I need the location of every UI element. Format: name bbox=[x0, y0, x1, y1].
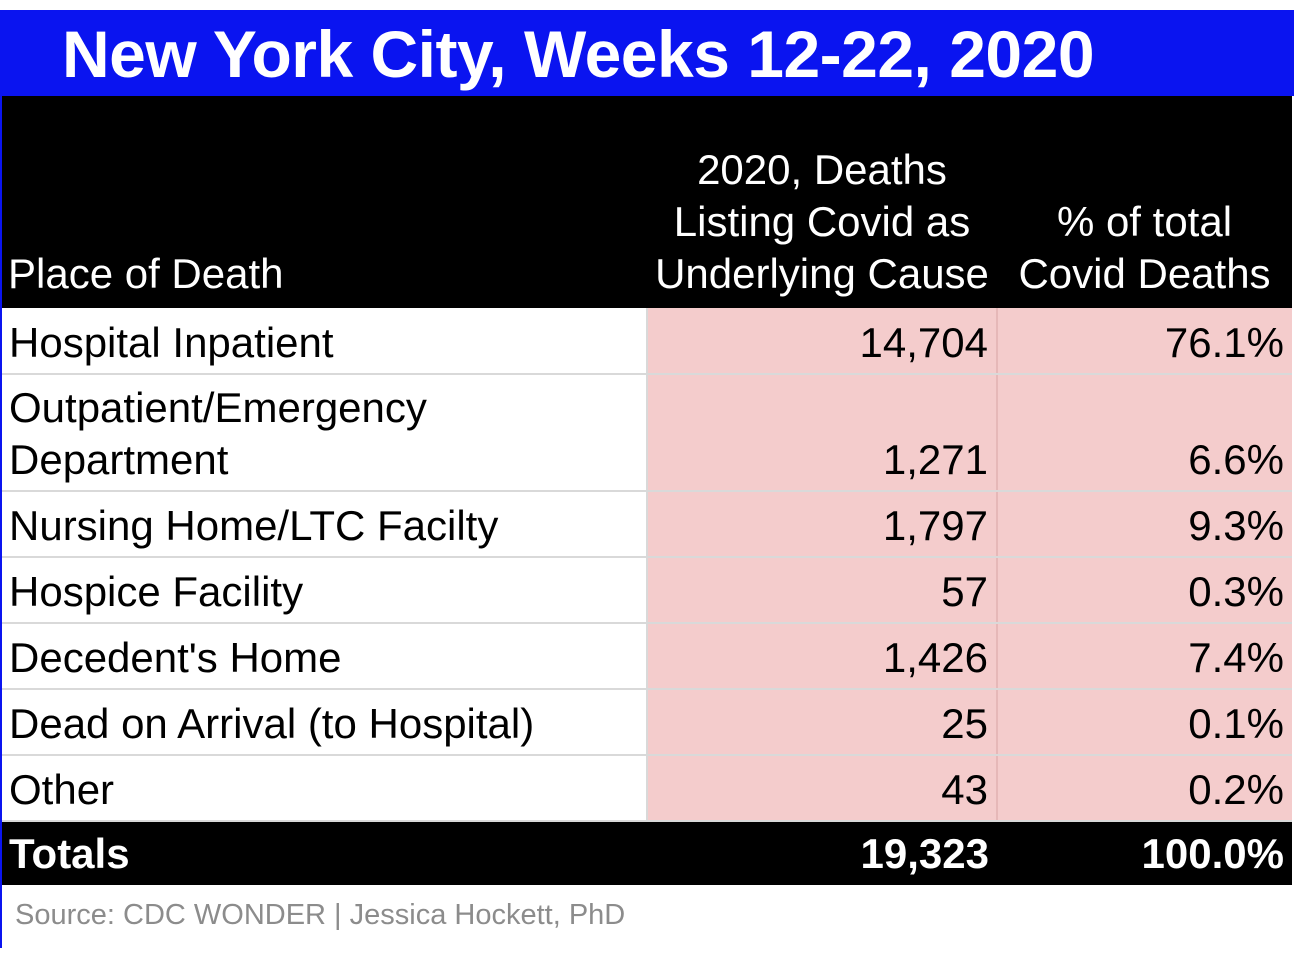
row-label: Decedent's Home bbox=[2, 623, 648, 690]
row-label: Hospice Facility bbox=[2, 557, 648, 624]
totals-percent: 100.0% bbox=[997, 821, 1292, 885]
header-deaths-line-3: Underlying Cause bbox=[655, 250, 989, 297]
row-label-line-1: Outpatient/Emergency bbox=[9, 384, 427, 431]
header-deaths: 2020, Deaths Listing Covid as Underlying… bbox=[647, 96, 997, 308]
data-table: Place of Death 2020, Deaths Listing Covi… bbox=[2, 96, 1292, 885]
row-deaths: 1,426 bbox=[647, 623, 998, 690]
header-percent-line-2: Covid Deaths bbox=[1018, 250, 1271, 297]
table-row: Hospital Inpatient 14,704 76.1% bbox=[2, 308, 1292, 375]
table-row: Dead on Arrival (to Hospital) 25 0.1% bbox=[2, 689, 1292, 756]
totals-deaths: 19,323 bbox=[647, 821, 997, 885]
table-row: Nursing Home/LTC Facilty 1,797 9.3% bbox=[2, 491, 1292, 558]
chart-title: New York City, Weeks 12-22, 2020 bbox=[62, 17, 1095, 91]
header-place-of-death: Place of Death bbox=[2, 96, 647, 308]
row-percent: 76.1% bbox=[997, 308, 1292, 375]
left-border bbox=[0, 96, 2, 948]
row-percent: 0.2% bbox=[997, 755, 1292, 822]
row-percent: 0.1% bbox=[997, 689, 1292, 756]
source-note: Source: CDC WONDER | Jessica Hockett, Ph… bbox=[15, 899, 626, 931]
table-row: Hospice Facility 57 0.3% bbox=[2, 557, 1292, 624]
row-deaths: 1,271 bbox=[647, 374, 998, 492]
row-deaths: 25 bbox=[647, 689, 998, 756]
header-deaths-line-1: 2020, Deaths bbox=[697, 146, 947, 193]
row-percent: 7.4% bbox=[997, 623, 1292, 690]
row-label: Nursing Home/LTC Facilty bbox=[2, 491, 648, 558]
header-row: Place of Death 2020, Deaths Listing Covi… bbox=[2, 96, 1292, 308]
row-deaths: 57 bbox=[647, 557, 998, 624]
table-row: Other 43 0.2% bbox=[2, 755, 1292, 822]
table-row: Outpatient/Emergency Department 1,271 6.… bbox=[2, 374, 1292, 492]
row-label-line-2: Department bbox=[9, 436, 229, 483]
header-percent: % of total Covid Deaths bbox=[997, 96, 1292, 308]
row-deaths: 43 bbox=[647, 755, 998, 822]
row-percent: 6.6% bbox=[997, 374, 1292, 492]
row-percent: 0.3% bbox=[997, 557, 1292, 624]
title-bar: New York City, Weeks 12-22, 2020 bbox=[0, 10, 1294, 96]
totals-label: Totals bbox=[2, 821, 647, 885]
row-label: Outpatient/Emergency Department bbox=[2, 374, 648, 492]
row-label: Hospital Inpatient bbox=[2, 308, 648, 375]
header-place-line: Place of Death bbox=[8, 250, 284, 297]
row-label: Dead on Arrival (to Hospital) bbox=[2, 689, 648, 756]
row-deaths: 14,704 bbox=[647, 308, 998, 375]
row-label: Other bbox=[2, 755, 648, 822]
row-percent: 9.3% bbox=[997, 491, 1292, 558]
row-deaths: 1,797 bbox=[647, 491, 998, 558]
header-deaths-line-2: Listing Covid as bbox=[673, 198, 971, 245]
header-percent-line-1: % of total bbox=[1056, 198, 1233, 245]
table-row: Decedent's Home 1,426 7.4% bbox=[2, 623, 1292, 690]
totals-row: Totals 19,323 100.0% bbox=[2, 821, 1292, 885]
